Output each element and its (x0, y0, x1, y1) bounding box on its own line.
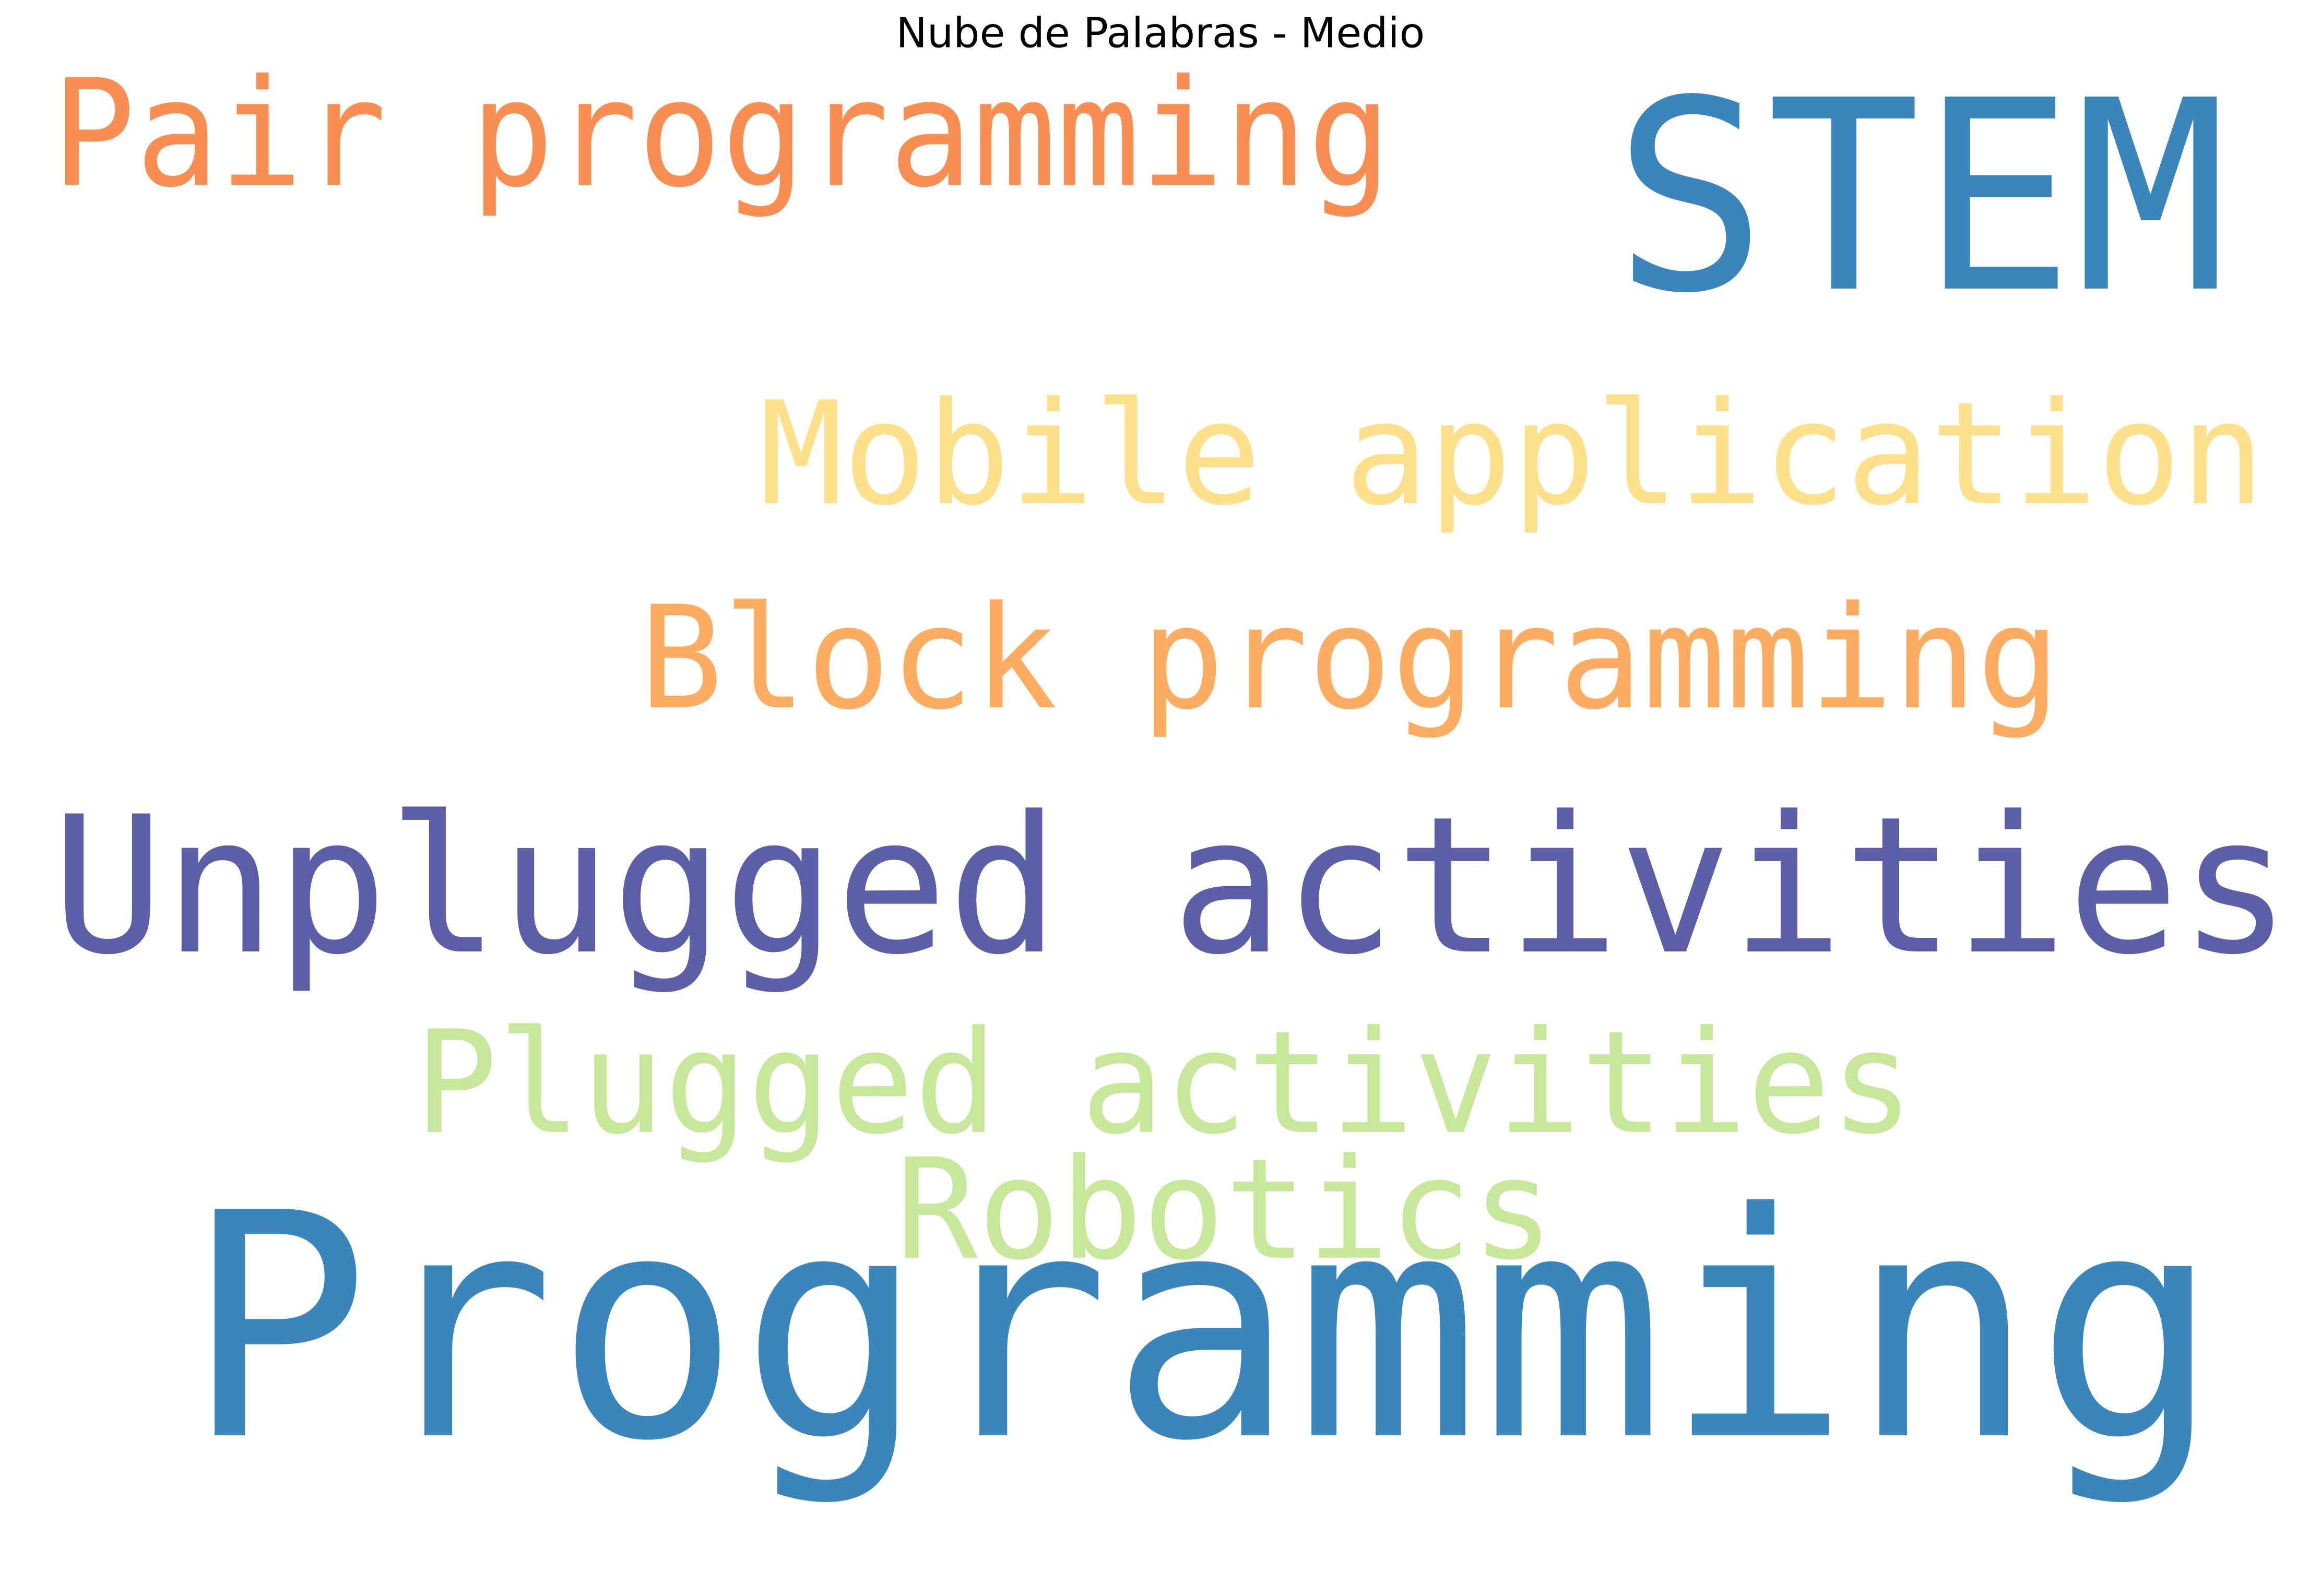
word: Unplugged activities (52, 776, 2291, 996)
chart-title: Nube de Palabras - Medio (896, 9, 1425, 57)
word: Mobile application (760, 372, 2265, 537)
word: Robotics (895, 1129, 1554, 1291)
word: Block programming (640, 576, 2061, 741)
word: STEM (1613, 45, 2228, 351)
word: Plugged activities (415, 1001, 1914, 1166)
word: Programming (185, 1147, 2220, 1509)
word: Pair programming (52, 47, 1391, 220)
